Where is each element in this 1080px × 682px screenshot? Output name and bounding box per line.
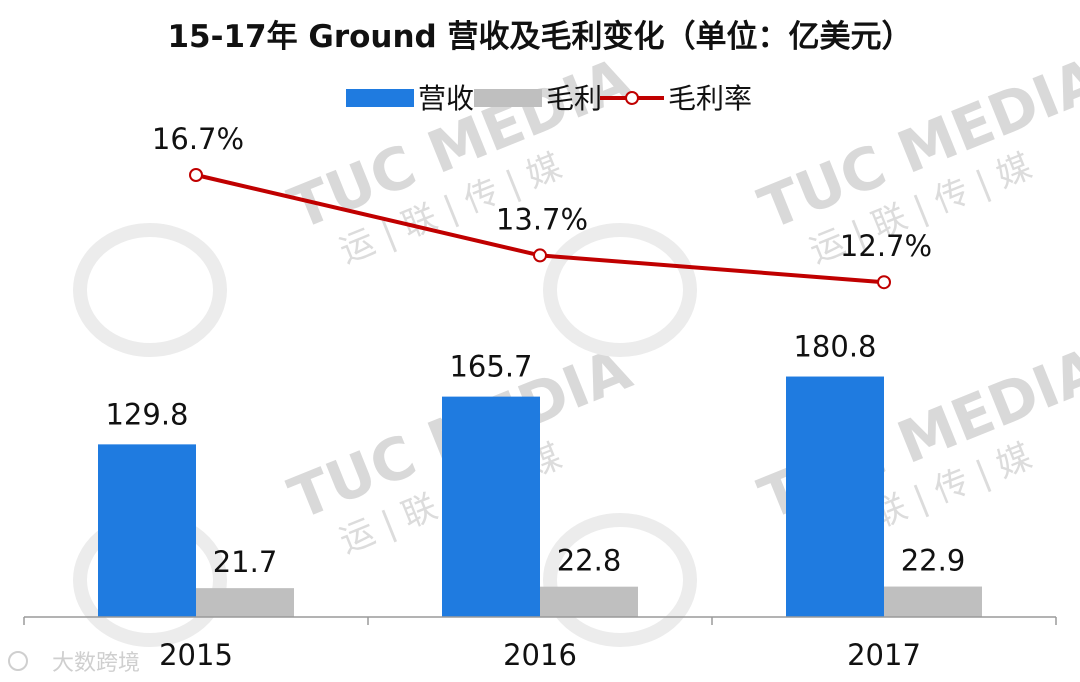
bar-revenue-2015 xyxy=(98,444,196,617)
legend-label-margin: 毛利率 xyxy=(668,82,752,115)
label-revenue-2016: 165.7 xyxy=(449,350,532,384)
bar-gross-profit-2015 xyxy=(196,588,294,617)
legend-swatch-gross-profit xyxy=(474,89,542,107)
label-margin-2015: 16.7% xyxy=(152,122,244,156)
label-gross-profit-2015: 21.7 xyxy=(213,545,278,579)
label-revenue-2015: 129.8 xyxy=(105,397,188,431)
chart-title: 15-17年 Ground 营收及毛利变化（单位：亿美元） xyxy=(167,19,912,55)
label-gross-profit-2016: 22.8 xyxy=(557,544,622,578)
legend: 营收 毛利 毛利率 xyxy=(346,82,752,115)
bar-revenue-2016 xyxy=(442,396,540,617)
footer-watermark-text: 大数跨境 xyxy=(52,651,140,676)
point-margin-2017 xyxy=(877,275,891,290)
data-labels: 129.8 21.7 165.7 22.8 180.8 22.9 16.7% 13.7% 12.… xyxy=(105,122,965,579)
legend-label-revenue: 营收 xyxy=(418,82,474,115)
x-tick-label-2017: 2017 xyxy=(847,638,921,672)
bar-gross-profit-2017 xyxy=(884,586,982,617)
x-tick-label-2015: 2015 xyxy=(159,638,233,672)
label-revenue-2017: 180.8 xyxy=(793,330,876,364)
label-margin-2016: 13.7% xyxy=(496,202,588,236)
point-margin-2016 xyxy=(533,248,547,263)
line-layer xyxy=(189,168,891,290)
label-gross-profit-2017: 22.9 xyxy=(901,544,966,578)
footer-watermark: 大数跨境 xyxy=(8,651,140,676)
legend-marker-margin xyxy=(625,91,639,105)
bar-revenue-2017 xyxy=(786,376,884,617)
legend-swatch-revenue xyxy=(346,89,414,107)
bars-layer xyxy=(98,376,982,617)
label-margin-2017: 12.7% xyxy=(840,229,932,263)
x-axis: 2015 2016 2017 xyxy=(23,616,1057,672)
legend-label-gross-profit: 毛利 xyxy=(546,82,602,115)
watermark-swirl-icon xyxy=(73,223,227,357)
bar-gross-profit-2016 xyxy=(540,586,638,617)
footer-logo-icon xyxy=(8,651,28,671)
x-tick-label-2016: 2016 xyxy=(503,638,577,672)
watermark-swirl-icon xyxy=(543,513,697,647)
watermark-swirl-icon xyxy=(543,223,697,357)
point-margin-2015 xyxy=(189,168,203,182)
